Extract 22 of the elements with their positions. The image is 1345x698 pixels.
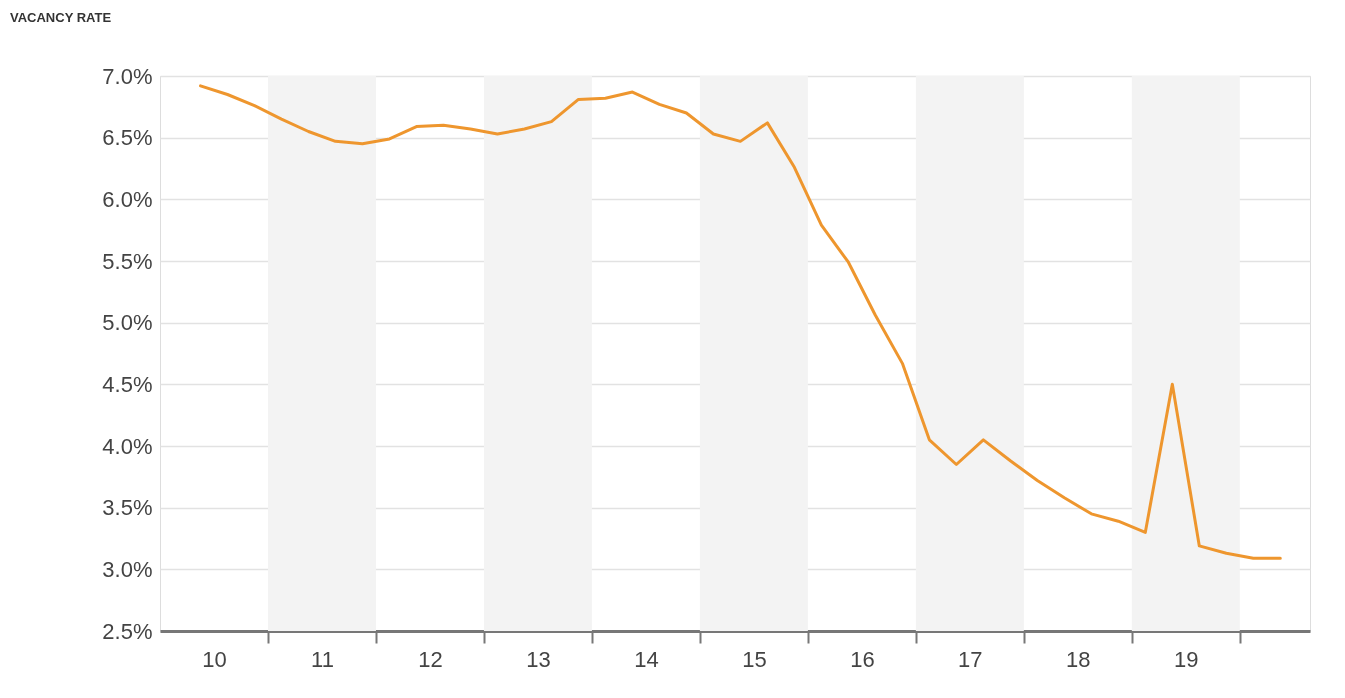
y-tick-label: 2.5% [102,618,153,644]
y-tick-label: 3.5% [102,495,153,521]
y-tick-label: 5.5% [102,248,153,274]
x-tick-label: 11 [311,646,334,672]
x-tick-label: 19 [1174,646,1199,672]
y-tick-label: 3.0% [102,556,153,582]
x-tick-label: 13 [526,646,551,672]
x-tick-label: 17 [958,646,983,672]
x-tick-label: 14 [634,646,659,672]
x-tick-label: 18 [1066,646,1091,672]
y-tick-label: 6.0% [102,186,153,212]
y-tick-label: 5.0% [102,310,153,336]
x-tick-label: 12 [418,646,443,672]
line-series [198,84,1282,560]
y-tick-label: 7.0% [102,63,153,89]
y-tick-label: 6.5% [102,125,153,151]
chart-title: VACANCY RATE [10,10,112,25]
x-tick-label: 16 [850,646,875,672]
x-tick-label: 15 [742,646,767,672]
y-tick-label: 4.0% [102,433,153,459]
y-tick-label: 4.5% [102,371,153,397]
x-tick-label: 10 [202,646,227,672]
